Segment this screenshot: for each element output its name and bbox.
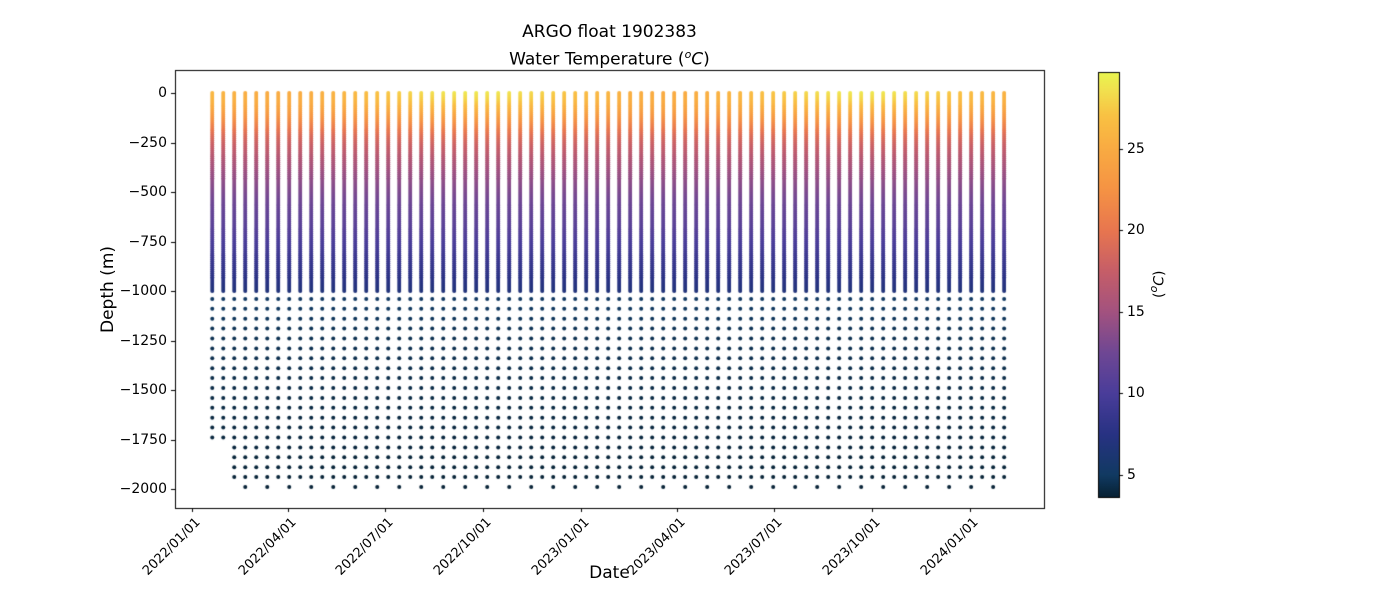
colorbar-label-unit: C	[1151, 276, 1168, 287]
subtitle-text: Water Temperature (	[509, 49, 685, 70]
colorbar-tick-label: 15	[1127, 303, 1145, 320]
subtitle-degree-sup: o	[684, 48, 692, 61]
y-tick-label: −1250	[119, 332, 167, 349]
y-tick-label: 0	[158, 84, 167, 101]
y-tick-label: −750	[128, 233, 167, 250]
x-axis-label: Date	[589, 563, 630, 583]
y-tick-label: −250	[128, 134, 167, 151]
y-tick-label: −1000	[119, 282, 167, 299]
subtitle-close-paren: )	[703, 49, 710, 70]
chart-subtitle: Water Temperature (oC)	[175, 44, 1044, 71]
subtitle-unit: C	[691, 49, 704, 70]
y-tick-label: −500	[128, 183, 167, 200]
colorbar-label-open-paren: (	[1151, 292, 1168, 299]
colorbar-tick-label: 10	[1127, 384, 1145, 401]
y-tick-label: −1750	[119, 431, 167, 448]
colorbar-label: (oC)	[1147, 72, 1168, 497]
colorbar-label-degree-sup: o	[1147, 286, 1160, 293]
y-tick-label: −2000	[119, 480, 167, 497]
y-axis-label: Depth (m)	[98, 245, 118, 333]
colorbar-tick-label: 20	[1127, 221, 1145, 238]
colorbar-tick-label: 25	[1127, 140, 1145, 157]
colorbar-tick-label: 5	[1127, 466, 1136, 483]
chart-title: ARGO float 1902383	[522, 22, 697, 42]
y-tick-label: −1500	[119, 381, 167, 398]
colorbar-label-close-paren: )	[1151, 270, 1168, 277]
